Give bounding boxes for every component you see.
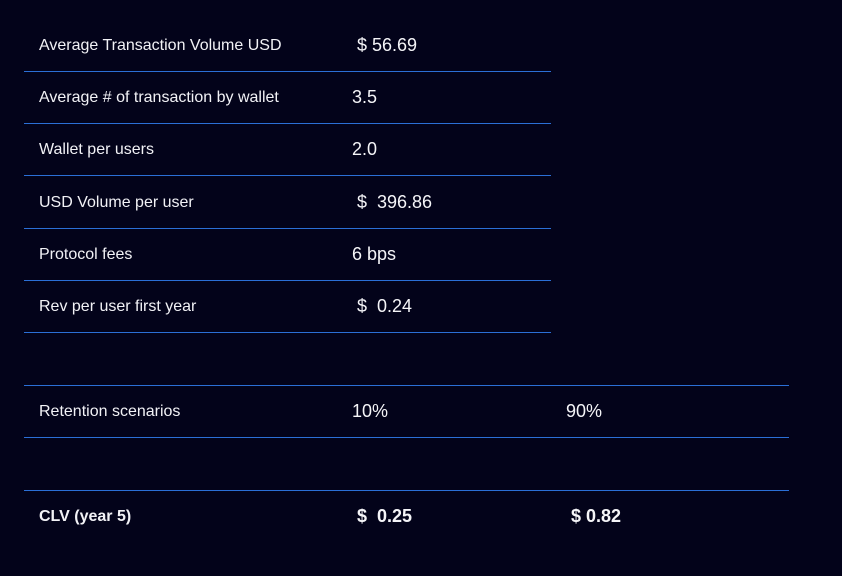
retention-label: Retention scenarios xyxy=(39,402,181,420)
metric-label: Average # of transaction by wallet xyxy=(39,88,279,106)
clv-low-value: $ 0.25 xyxy=(357,506,413,526)
metric-row-protocol-fees: Protocol fees 6 bps xyxy=(24,229,551,281)
retention-high-value: 90% xyxy=(566,401,603,421)
metric-value: 2.0 xyxy=(352,139,378,159)
metric-label: USD Volume per user xyxy=(39,193,194,211)
metric-row-rev-per-user: Rev per user first year $ 0.24 xyxy=(24,281,551,333)
retention-row: Retention scenarios 10% 90% xyxy=(24,385,789,438)
metric-value: $ 56.69 xyxy=(357,35,418,55)
metric-label: Average Transaction Volume USD xyxy=(39,36,282,54)
metric-label: Protocol fees xyxy=(39,245,133,263)
clv-label: CLV (year 5) xyxy=(39,507,132,525)
metric-label: Rev per user first year xyxy=(39,297,197,315)
metric-value: 6 bps xyxy=(352,244,397,264)
metric-label: Wallet per users xyxy=(39,140,154,158)
retention-low-value: 10% xyxy=(352,401,389,421)
metric-row-avg-transaction-volume: Average Transaction Volume USD $ 56.69 xyxy=(24,20,551,72)
metric-row-avg-transactions-per-wallet: Average # of transaction by wallet 3.5 xyxy=(24,72,551,124)
metric-value: 3.5 xyxy=(352,87,378,107)
metric-row-usd-volume-per-user: USD Volume per user $ 396.86 xyxy=(24,177,551,229)
clv-row: CLV (year 5) $ 0.25 $ 0.82 xyxy=(24,490,789,542)
clv-high-value: $ 0.82 xyxy=(571,506,622,526)
metric-value: $ 396.86 xyxy=(357,192,433,212)
metric-row-wallet-per-users: Wallet per users 2.0 xyxy=(24,124,551,176)
metric-value: $ 0.24 xyxy=(357,296,413,316)
